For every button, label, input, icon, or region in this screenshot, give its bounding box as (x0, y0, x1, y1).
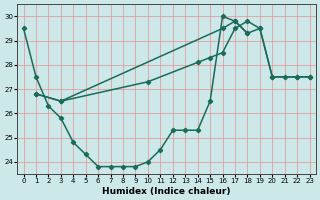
X-axis label: Humidex (Indice chaleur): Humidex (Indice chaleur) (102, 187, 231, 196)
